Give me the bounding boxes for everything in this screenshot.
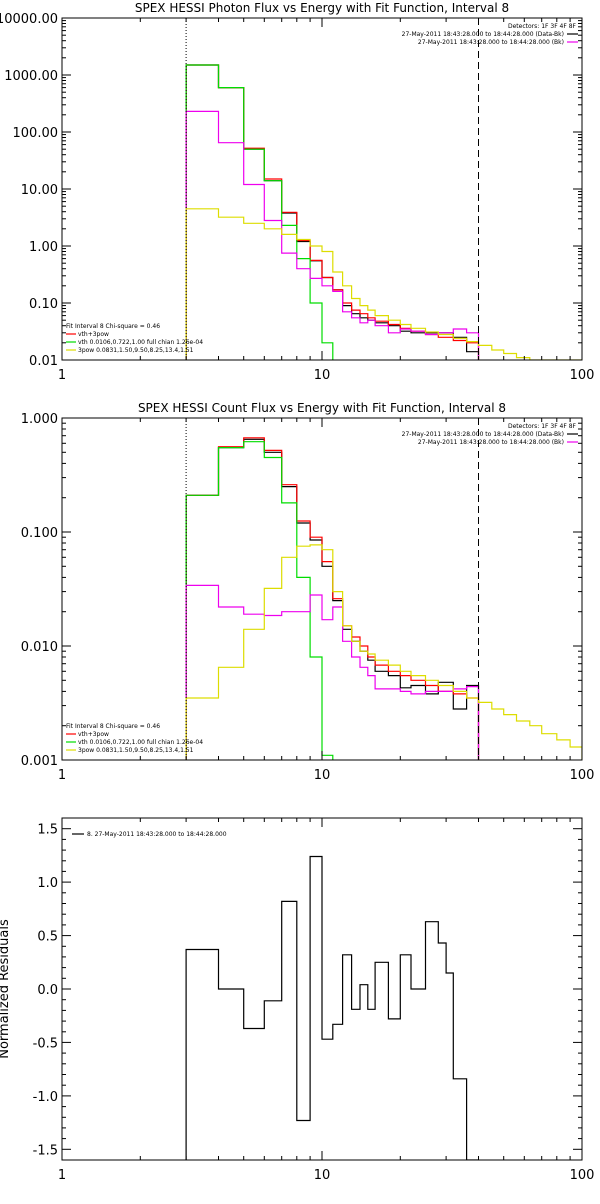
y-axis: 0.001 0.010 0.100 1.000 — [21, 412, 582, 769]
x-axis: 1 10 100 — [58, 418, 595, 783]
y-tick-label: 0.0 — [37, 983, 58, 998]
series-group — [185, 855, 479, 1160]
y-tick-label: 10000.00 — [0, 12, 58, 27]
series-line-yellow — [185, 208, 582, 360]
series-line-magenta — [185, 584, 480, 760]
x-tick-label: 10 — [314, 368, 331, 383]
legend-entry: Detectors: 1F 3F 4F 8F — [508, 23, 577, 30]
x-tick-label: 1 — [58, 368, 66, 383]
y-tick-label: 1.000 — [21, 412, 58, 427]
series-line-black — [185, 438, 480, 760]
series-line-red — [185, 437, 480, 760]
y-axis: -1.5 -1.0 -0.5 0.0 0.5 1.0 1.5 — [33, 823, 582, 1158]
legend-entry: 27-May-2011 18:43:28.000 to 18:44:28.000… — [418, 39, 564, 46]
legend-entry: vth+3pow — [78, 731, 109, 738]
y-tick-label: 100.00 — [13, 126, 59, 141]
y-tick-label: -1.5 — [33, 1143, 58, 1158]
series-line-magenta — [185, 110, 480, 360]
chart-panel-2: SPEX HESSI Count Flux vs Energy with Fit… — [21, 401, 595, 783]
legend-entry: vth 0.0106,0.722,1.00 full chian 1.26e-0… — [78, 739, 203, 746]
y-tick-label: 1.5 — [37, 823, 58, 838]
series-group — [185, 437, 582, 760]
chart-title: SPEX HESSI Count Flux vs Energy with Fit… — [138, 401, 506, 415]
legend-top-left: 8. 27-May-2011 18:43:28.000 to 18:44:28.… — [72, 831, 227, 838]
chart-panel-3: 1 10 100 -1.5 -1.0 -0.5 0.0 0.5 1.0 1.5 Normalized… — [0, 817, 595, 1183]
y-tick-label: 0.100 — [21, 526, 58, 541]
y-tick-label: 0.5 — [37, 930, 58, 945]
y-tick-label: 0.10 — [29, 297, 58, 312]
series-group — [185, 64, 582, 360]
x-axis: 1 10 100 — [58, 818, 595, 1183]
chart-panel-1: SPEX HESSI Photon Flux vs Energy with Fi… — [0, 1, 594, 383]
legend-entry: Fit Interval 8 Chi-square = 0.46 — [66, 323, 160, 330]
series-line-black — [185, 64, 480, 360]
chart-title: SPEX HESSI Photon Flux vs Energy with Fi… — [135, 1, 509, 15]
legend-entry: 3pow 0.0831,1.50,9.50,8.25,13.4,1.51 — [78, 747, 194, 754]
x-tick-label: 10 — [314, 1168, 331, 1183]
legend-entry: 27-May-2011 18:43:28.000 to 18:44:28.000… — [418, 439, 564, 446]
y-tick-label: 1.0 — [37, 876, 58, 891]
series-line-yellow — [185, 544, 582, 760]
x-tick-label: 1 — [58, 768, 66, 783]
series-line-red — [185, 64, 480, 360]
x-tick-label: 1 — [58, 1168, 66, 1183]
series-line-green — [185, 441, 334, 760]
x-tick-label: 100 — [570, 768, 595, 783]
y-axis-label: Normalized Residuals — [0, 919, 12, 1059]
legend-entry: 27-May-2011 18:43:28.000 to 18:44:28.000… — [402, 31, 564, 38]
x-tick-label: 100 — [570, 1168, 595, 1183]
y-tick-label: 10.00 — [21, 183, 58, 198]
y-tick-label: 0.001 — [21, 754, 58, 769]
legend-entry: Fit Interval 8 Chi-square = 0.46 — [66, 723, 160, 730]
x-tick-label: 100 — [570, 368, 595, 383]
y-tick-label: 1000.00 — [4, 69, 58, 84]
legend-bottom-left: Fit Interval 8 Chi-square = 0.46vth+3pow… — [66, 723, 203, 754]
x-tick-label: 10 — [314, 768, 331, 783]
x-axis: 1 10 100 — [58, 18, 595, 383]
y-tick-label: 1.00 — [29, 240, 58, 255]
legend-entry: 3pow 0.0831,1.50,9.50,8.25,13.4,1.51 — [78, 347, 194, 354]
legend-entry: vth 0.0106,0.722,1.00 full chian 1.26e-0… — [78, 339, 203, 346]
y-tick-label: -1.0 — [33, 1090, 58, 1105]
legend-entry: Detectors: 1F 3F 4F 8F — [508, 423, 577, 430]
series-line-green — [185, 64, 334, 360]
y-axis: 0.01 0.10 1.00 10.00 100.00 1000.00 10000.00 — [0, 12, 582, 369]
y-tick-label: 0.010 — [21, 640, 58, 655]
legend-entry: 27-May-2011 18:43:28.000 to 18:44:28.000… — [402, 431, 564, 438]
legend-bottom-left: Fit Interval 8 Chi-square = 0.46vth+3pow… — [66, 323, 203, 354]
y-tick-label: 0.01 — [29, 354, 58, 369]
series-line-black — [185, 855, 479, 1160]
legend-entry: 8. 27-May-2011 18:43:28.000 to 18:44:28.… — [87, 831, 227, 838]
legend-entry: vth+3pow — [78, 331, 109, 338]
y-tick-label: -0.5 — [33, 1036, 58, 1051]
